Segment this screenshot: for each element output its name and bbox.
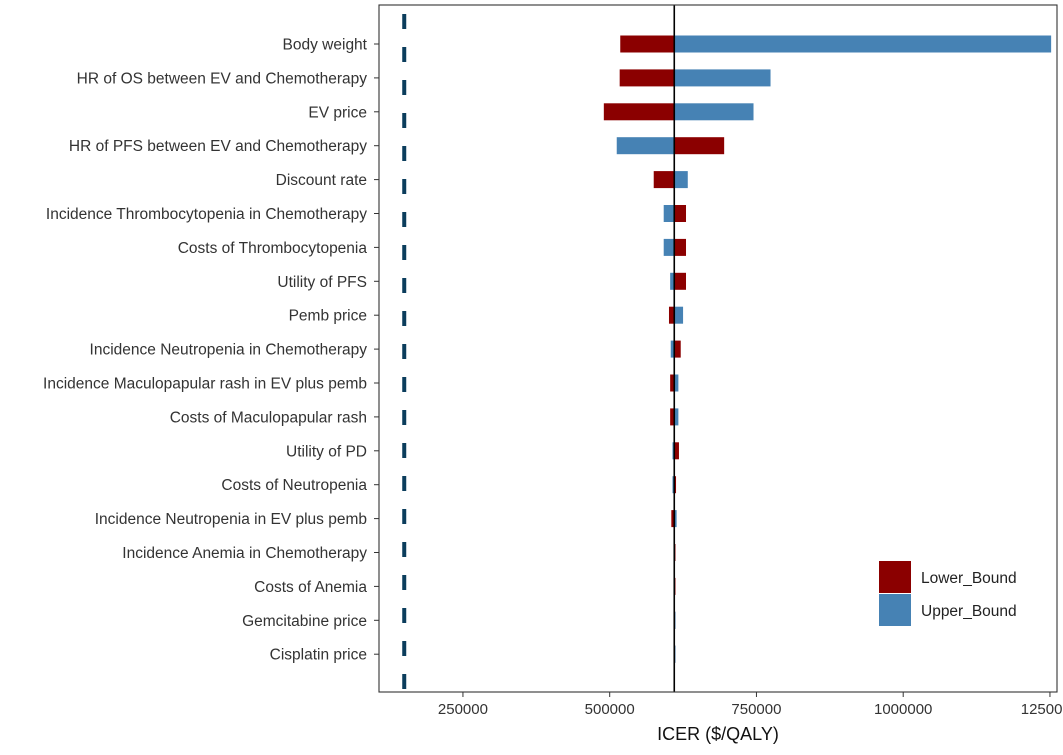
category-label: Costs of Thrombocytopenia [178, 240, 368, 257]
category-label: Utility of PFS [277, 274, 367, 291]
x-tick-label: 500000 [585, 701, 635, 718]
bar-upper-body-weight [674, 35, 1052, 53]
legend-label-lower-bound: Lower_Bound [921, 570, 1017, 587]
bar-lower-utility-of-pd [674, 442, 679, 460]
bar-lower-hr-of-os-between-ev-and-chemotherapy [619, 69, 675, 87]
category-label: Pemb price [289, 308, 367, 325]
bar-upper-utility-of-pd [672, 442, 675, 460]
category-label: Costs of Neutropenia [221, 477, 367, 494]
bar-upper-costs-of-neutropenia [672, 476, 675, 494]
bar-upper-hr-of-pfs-between-ev-and-chemotherapy [616, 137, 675, 155]
x-tick-label: 750000 [731, 701, 781, 718]
bar-lower-ev-price [603, 103, 675, 121]
category-label: HR of OS between EV and Chemotherapy [77, 70, 368, 87]
reference-lines [402, 5, 676, 692]
bar-lower-incidence-maculopapular-rash-in-ev-plus-pemb [670, 374, 675, 392]
category-label: Cisplatin price [270, 647, 367, 664]
bar-upper-pemb-price [674, 306, 684, 324]
bar-upper-incidence-neutropenia-in-ev-plus-pemb [674, 510, 677, 528]
bar-lower-costs-of-maculopapular-rash [670, 408, 675, 426]
bar-lower-pemb-price [668, 306, 675, 324]
category-label: Incidence Neutropenia in EV plus pemb [95, 511, 367, 528]
category-label: Incidence Thrombocytopenia in Chemothera… [46, 206, 367, 223]
x-ticks: 250000 500000 750000 1000000 1250000 [438, 692, 1063, 718]
x-tick-label: 1000000 [874, 701, 932, 718]
bar-lower-discount-rate [653, 171, 675, 189]
category-label: Costs of Anemia [254, 579, 367, 596]
legend-swatch-lower-bound [879, 561, 911, 593]
bar-upper-utility-of-pfs [670, 272, 675, 290]
x-tick-label: 1250000 [1021, 701, 1063, 718]
legend-swatch-upper-bound [879, 594, 911, 626]
bar-upper-ev-price [674, 103, 754, 121]
bar-upper-incidence-maculopapular-rash-in-ev-plus-pemb [674, 374, 679, 392]
bar-lower-incidence-thrombocytopenia-in-chemotherapy [674, 205, 687, 222]
category-label: Utility of PD [286, 443, 367, 460]
bar-upper-costs-of-thrombocytopenia [663, 238, 675, 256]
category-label: Incidence Neutropenia in Chemotherapy [90, 342, 368, 359]
bar-lower-incidence-neutropenia-in-chemotherapy [674, 340, 681, 358]
bar-upper-hr-of-os-between-ev-and-chemotherapy [674, 69, 771, 87]
category-label: Costs of Maculopapular rash [170, 409, 367, 426]
bars-layer [603, 35, 1052, 663]
category-label: Body weight [283, 37, 368, 54]
bar-lower-utility-of-pfs [674, 272, 687, 290]
y-ticks [374, 43, 379, 655]
bar-upper-costs-of-maculopapular-rash [674, 408, 679, 426]
x-tick-label: 250000 [438, 701, 488, 718]
category-labels: Body weight HR of OS between EV and Chemo… [43, 37, 368, 664]
x-axis-title: ICER ($/QALY) [657, 724, 779, 744]
bar-upper-incidence-neutropenia-in-chemotherapy [670, 340, 675, 358]
category-label: Discount rate [276, 172, 367, 189]
bar-lower-hr-of-pfs-between-ev-and-chemotherapy [674, 137, 725, 155]
category-label: Incidence Maculopapular rash in EV plus … [43, 376, 367, 393]
bar-lower-incidence-neutropenia-in-ev-plus-pemb [671, 510, 675, 528]
category-label: Incidence Anemia in Chemotherapy [122, 545, 367, 562]
category-label: HR of PFS between EV and Chemotherapy [69, 138, 367, 155]
category-label: Gemcitabine price [242, 613, 367, 630]
bar-lower-costs-of-thrombocytopenia [674, 238, 687, 256]
legend: Lower_Bound Upper_Bound [879, 561, 1017, 626]
plot-frame [378, 4, 1058, 693]
bar-lower-costs-of-neutropenia [674, 476, 677, 494]
bar-upper-incidence-thrombocytopenia-in-chemotherapy [663, 205, 675, 222]
legend-label-upper-bound: Upper_Bound [921, 603, 1017, 620]
bar-lower-body-weight [620, 35, 675, 53]
category-label: EV price [308, 104, 367, 121]
bar-upper-discount-rate [674, 171, 688, 189]
